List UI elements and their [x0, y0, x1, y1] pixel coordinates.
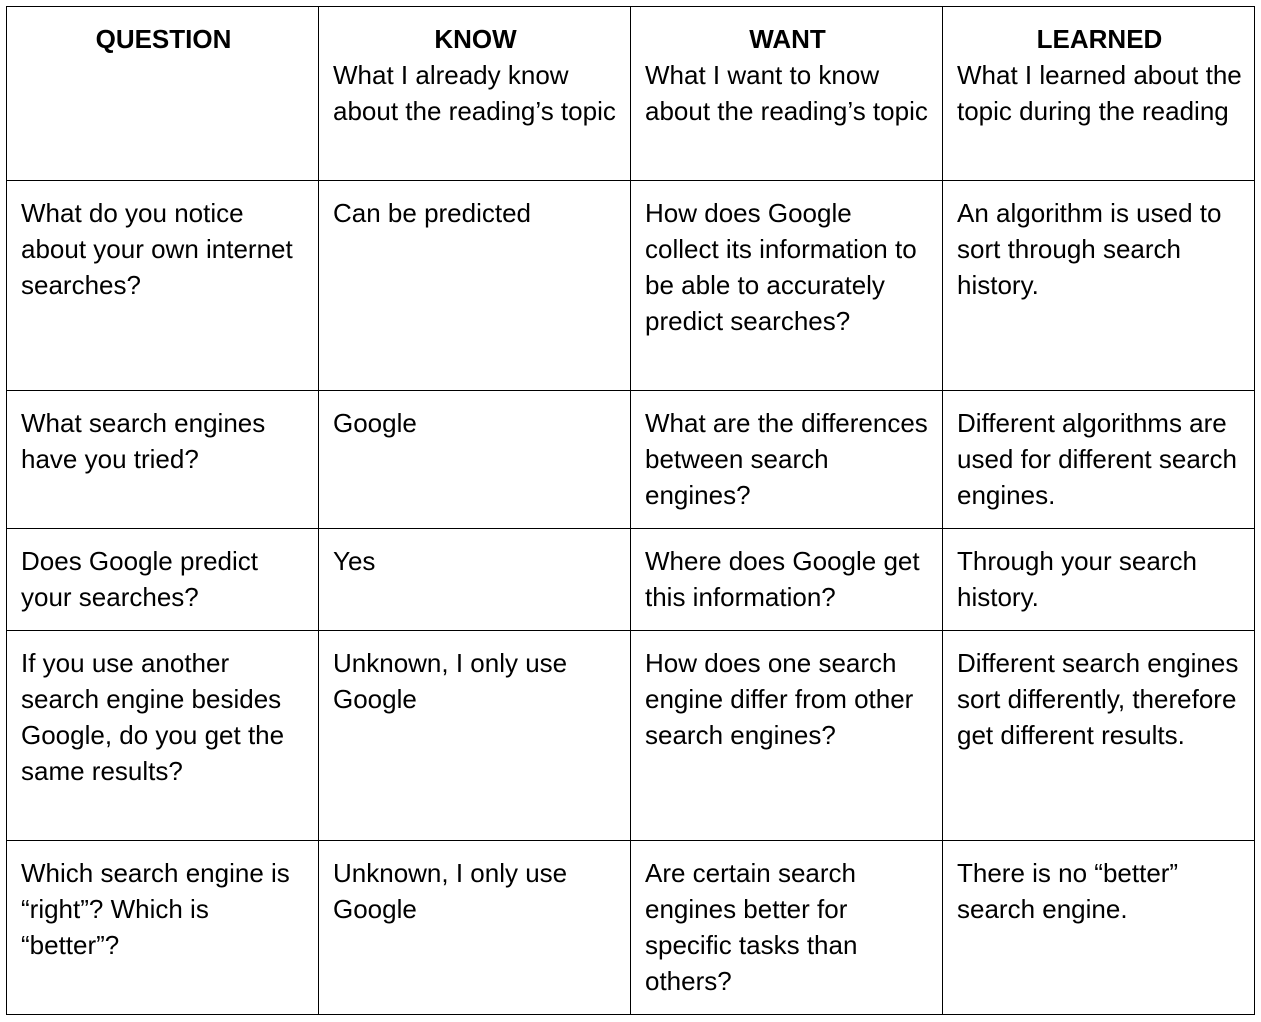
know-cell: Can be predicted	[318, 180, 631, 391]
table-row: Does Google predict your searches? Yes W…	[6, 528, 1255, 631]
table-row: Which search engine is “right”? Which is…	[6, 840, 1255, 1015]
know-cell: Unknown, I only use Google	[318, 840, 631, 1015]
learned-cell: Different algorithms are used for differ…	[942, 390, 1255, 529]
want-cell: How does one search engine differ from o…	[630, 630, 943, 841]
know-cell: Yes	[318, 528, 631, 631]
want-cell: What are the differences between search …	[630, 390, 943, 529]
want-cell: Where does Google get this information?	[630, 528, 943, 631]
learned-cell: Different search engines sort differentl…	[942, 630, 1255, 841]
header-know: KNOW What I already know about the readi…	[318, 6, 631, 181]
header-want-subtitle: What I want to know about the reading’s …	[645, 60, 928, 126]
table-row: What do you notice about your own intern…	[6, 180, 1255, 391]
learned-cell: Through your search history.	[942, 528, 1255, 631]
know-cell: Google	[318, 390, 631, 529]
header-learned-title: LEARNED	[1036, 24, 1163, 54]
question-cell: Does Google predict your searches?	[6, 528, 319, 631]
header-row: QUESTION KNOW What I already know about …	[6, 6, 1255, 181]
question-cell: What do you notice about your own intern…	[6, 180, 319, 391]
question-cell: What search engines have you tried?	[6, 390, 319, 529]
header-want-title: WANT	[749, 24, 826, 54]
header-learned-subtitle: What I learned about the topic during th…	[957, 60, 1242, 126]
header-learned: LEARNED What I learned about the topic d…	[942, 6, 1255, 181]
know-cell: Unknown, I only use Google	[318, 630, 631, 841]
kwl-chart-table: QUESTION KNOW What I already know about …	[6, 6, 1255, 1015]
question-cell: If you use another search engine besides…	[6, 630, 319, 841]
learned-cell: An algorithm is used to sort through sea…	[942, 180, 1255, 391]
header-know-subtitle: What I already know about the reading’s …	[333, 60, 616, 126]
want-cell: How does Google collect its information …	[630, 180, 943, 391]
want-cell: Are certain search engines better for sp…	[630, 840, 943, 1015]
header-want: WANT What I want to know about the readi…	[630, 6, 943, 181]
header-know-title: KNOW	[434, 24, 517, 54]
question-cell: Which search engine is “right”? Which is…	[6, 840, 319, 1015]
table-row: What search engines have you tried? Goog…	[6, 390, 1255, 529]
header-question: QUESTION	[6, 6, 319, 181]
learned-cell: There is no “better” search engine.	[942, 840, 1255, 1015]
table-row: If you use another search engine besides…	[6, 630, 1255, 841]
header-question-title: QUESTION	[95, 24, 232, 54]
